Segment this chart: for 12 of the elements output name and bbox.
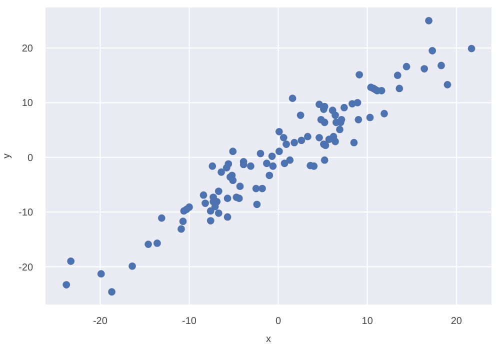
x-tick-label: 10 — [362, 316, 374, 328]
y-axis-title: y — [2, 154, 13, 158]
y-tick-label: -10 — [18, 208, 34, 219]
x-tick-label: 0 — [276, 316, 282, 328]
x-tick-label: -20 — [92, 316, 108, 328]
y-tick-label: -20 — [18, 262, 34, 274]
y-tick-label: 0 — [27, 152, 34, 164]
x-axis-title: x — [266, 334, 271, 344]
y-tick-label: 20 — [22, 44, 34, 55]
y-tick-label: 10 — [22, 98, 34, 110]
x-tick-label: -10 — [182, 316, 197, 328]
x-tick-label: 20 — [450, 316, 462, 328]
